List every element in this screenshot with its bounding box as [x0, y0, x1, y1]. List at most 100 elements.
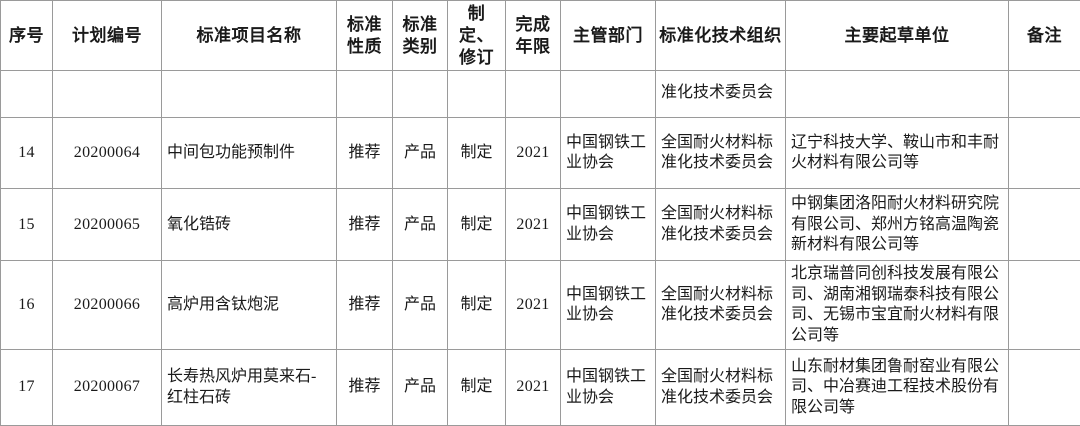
column-header-drafter: 主要起草单位 — [786, 1, 1009, 71]
cell-action-text — [448, 93, 505, 96]
cell-name: 氧化锆砖 — [162, 189, 337, 261]
table-row: 17 20200067 长寿热风炉用莫来石-红柱石砖 推荐 产品 制定 2021… — [1, 350, 1080, 426]
cell-name-text: 高炉用含钛炮泥 — [162, 292, 336, 318]
cell-dept — [561, 71, 656, 118]
cell-year-text: 2021 — [506, 140, 560, 166]
cell-category-text: 产品 — [393, 374, 447, 400]
cell-year: 2021 — [506, 118, 561, 189]
cell-drafter-text — [786, 93, 1008, 96]
cell-drafter-text: 北京瑞普同创科技发展有限公司、湖南湘钢瑞泰科技有限公司、无锡市宝宜耐火材料有限公… — [786, 261, 1008, 349]
cell-dept-text — [561, 93, 655, 96]
cell-org: 全国耐火材料标准化技术委员会 — [656, 261, 786, 350]
cell-dept-text: 中国钢铁工业协会 — [561, 364, 655, 411]
cell-category: 产品 — [393, 261, 448, 350]
cell-dept-text: 中国钢铁工业协会 — [561, 130, 655, 177]
cell-remark-text — [1009, 302, 1080, 308]
cell-year: 2021 — [506, 350, 561, 426]
cell-org-text: 准化技术委员会 — [656, 83, 785, 106]
column-header-seq: 序号 — [1, 1, 53, 71]
column-header-plan-no: 计划编号 — [53, 1, 162, 71]
cell-year-text: 2021 — [506, 292, 560, 318]
cell-dept: 中国钢铁工业协会 — [561, 350, 656, 426]
cell-category-text: 产品 — [393, 212, 447, 238]
table-header: 序号 计划编号 标准项目名称 标准性质 标准类别 制定、修订 完成年限 主管部门… — [1, 1, 1080, 71]
table-body: 准化技术委员会 14 20200064 中间包功能预制件 推荐 产品 制定 20… — [1, 71, 1080, 426]
cell-name-text: 中间包功能预制件 — [162, 140, 336, 166]
cell-plan-no-text: 20200064 — [53, 140, 161, 166]
cell-remark — [1009, 118, 1080, 189]
cell-org: 全国耐火材料标准化技术委员会 — [656, 350, 786, 426]
column-header-nature: 标准性质 — [337, 1, 393, 71]
cell-category-text: 产品 — [393, 292, 447, 318]
cell-drafter-text: 山东耐材集团鲁耐窑业有限公司、中冶赛迪工程技术股份有限公司等 — [786, 354, 1008, 421]
cell-year — [506, 71, 561, 118]
cell-nature-text: 推荐 — [337, 212, 392, 238]
cell-org: 全国耐火材料标准化技术委员会 — [656, 118, 786, 189]
cell-plan-no-text: 20200067 — [53, 374, 161, 400]
cell-plan-no — [53, 71, 162, 118]
cell-action-text: 制定 — [448, 140, 505, 166]
cell-action: 制定 — [448, 189, 506, 261]
cell-dept: 中国钢铁工业协会 — [561, 118, 656, 189]
cell-year-text: 2021 — [506, 374, 560, 400]
cell-seq-text: 16 — [1, 292, 52, 318]
cell-nature: 推荐 — [337, 350, 393, 426]
table-row: 准化技术委员会 — [1, 71, 1080, 118]
cell-year-text — [506, 93, 560, 96]
cell-action-text: 制定 — [448, 374, 505, 400]
cell-action: 制定 — [448, 350, 506, 426]
cell-nature-text: 推荐 — [337, 140, 392, 166]
cell-remark — [1009, 71, 1080, 118]
cell-org-text: 全国耐火材料标准化技术委员会 — [656, 201, 785, 248]
cell-org-text: 全国耐火材料标准化技术委员会 — [656, 364, 785, 411]
cell-org: 准化技术委员会 — [656, 71, 786, 118]
cell-category — [393, 71, 448, 118]
cell-remark-text — [1009, 385, 1080, 391]
cell-action-text: 制定 — [448, 292, 505, 318]
cell-name — [162, 71, 337, 118]
cell-category-text — [393, 93, 447, 96]
cell-nature-text: 推荐 — [337, 374, 392, 400]
cell-remark-text — [1009, 222, 1080, 228]
cell-drafter: 北京瑞普同创科技发展有限公司、湖南湘钢瑞泰科技有限公司、无锡市宝宜耐火材料有限公… — [786, 261, 1009, 350]
cell-dept: 中国钢铁工业协会 — [561, 189, 656, 261]
cell-org-text: 全国耐火材料标准化技术委员会 — [656, 130, 785, 177]
column-header-year: 完成年限 — [506, 1, 561, 71]
cell-plan-no: 20200066 — [53, 261, 162, 350]
cell-seq: 15 — [1, 189, 53, 261]
cell-action: 制定 — [448, 261, 506, 350]
cell-remark-text — [1009, 93, 1080, 96]
column-header-remark: 备注 — [1009, 1, 1080, 71]
cell-remark — [1009, 189, 1080, 261]
cell-seq-text: 17 — [1, 374, 52, 400]
cell-action — [448, 71, 506, 118]
cell-nature: 推荐 — [337, 189, 393, 261]
cell-seq-text: 14 — [1, 140, 52, 166]
cell-dept-text: 中国钢铁工业协会 — [561, 201, 655, 248]
cell-category-text: 产品 — [393, 140, 447, 166]
cell-drafter: 中钢集团洛阳耐火材料研究院有限公司、郑州方铭高温陶瓷新材料有限公司等 — [786, 189, 1009, 261]
cell-drafter-text: 中钢集团洛阳耐火材料研究院有限公司、郑州方铭高温陶瓷新材料有限公司等 — [786, 191, 1008, 258]
cell-nature-text: 推荐 — [337, 292, 392, 318]
cell-org-text: 全国耐火材料标准化技术委员会 — [656, 282, 785, 329]
table-row: 15 20200065 氧化锆砖 推荐 产品 制定 2021 中国钢铁工业协会 … — [1, 189, 1080, 261]
cell-action-text: 制定 — [448, 212, 505, 238]
column-header-org: 标准化技术组织 — [656, 1, 786, 71]
cell-name-text — [162, 93, 336, 96]
cell-seq: 16 — [1, 261, 53, 350]
column-header-name: 标准项目名称 — [162, 1, 337, 71]
cell-seq — [1, 71, 53, 118]
cell-name: 长寿热风炉用莫来石-红柱石砖 — [162, 350, 337, 426]
cell-nature: 推荐 — [337, 261, 393, 350]
cell-drafter-text: 辽宁科技大学、鞍山市和丰耐火材料有限公司等 — [786, 130, 1008, 177]
cell-dept-text: 中国钢铁工业协会 — [561, 282, 655, 329]
cell-org: 全国耐火材料标准化技术委员会 — [656, 189, 786, 261]
cell-remark — [1009, 261, 1080, 350]
cell-drafter: 山东耐材集团鲁耐窑业有限公司、中冶赛迪工程技术股份有限公司等 — [786, 350, 1009, 426]
cell-drafter: 辽宁科技大学、鞍山市和丰耐火材料有限公司等 — [786, 118, 1009, 189]
cell-year-text: 2021 — [506, 212, 560, 238]
column-header-dept: 主管部门 — [561, 1, 656, 71]
cell-plan-no: 20200065 — [53, 189, 162, 261]
cell-category: 产品 — [393, 350, 448, 426]
